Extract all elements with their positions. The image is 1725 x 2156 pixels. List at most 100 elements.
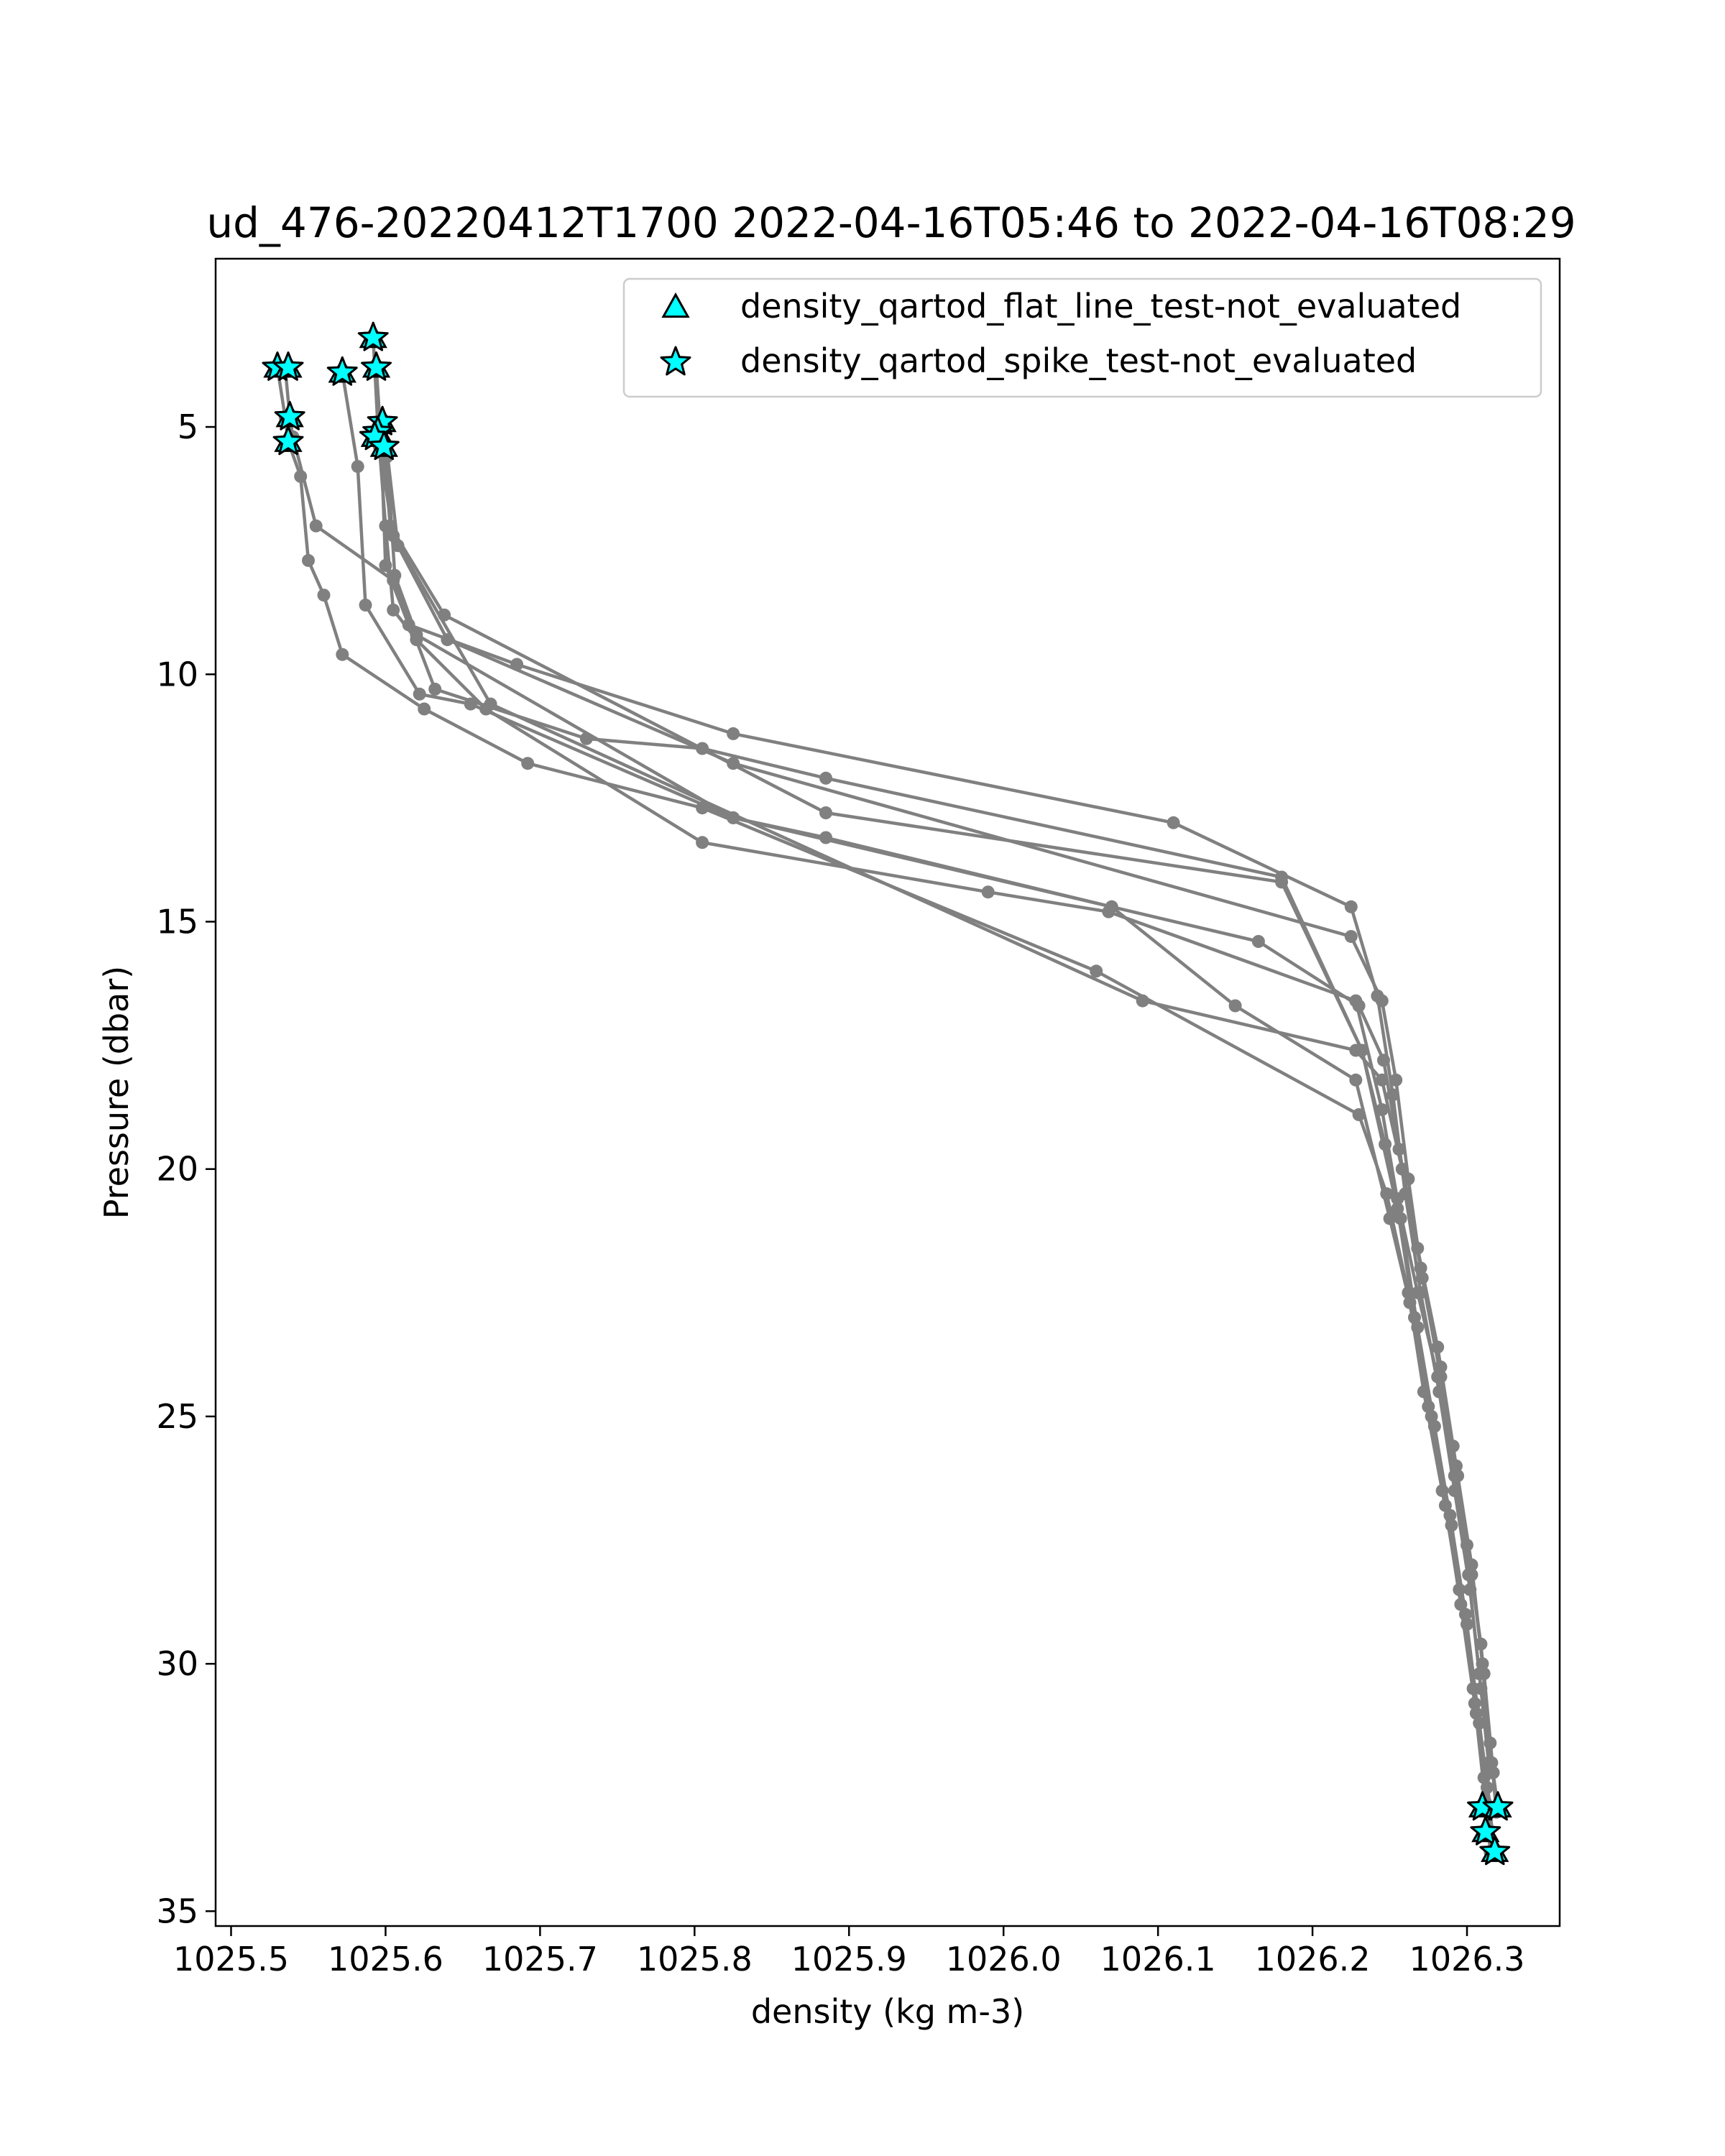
profile-point [1349, 1044, 1363, 1057]
profile-point [1136, 994, 1149, 1008]
profile-line [371, 337, 1492, 1808]
profile-point [441, 633, 454, 647]
plot-area [214, 257, 1561, 1927]
profile-point [1402, 1172, 1415, 1186]
profile-point [1392, 1143, 1406, 1156]
profile-point [302, 553, 315, 567]
profile-point [1460, 1618, 1473, 1631]
profile-point [1434, 1370, 1448, 1383]
profile-point [521, 757, 535, 770]
profile-point [1375, 994, 1389, 1008]
y-tick-label: 20 [156, 1150, 198, 1189]
spike-flag-marker [274, 400, 305, 430]
profile-point [696, 836, 709, 849]
profile-point [379, 558, 392, 572]
flag-layer [262, 321, 1514, 1866]
profile-point [1349, 1073, 1363, 1087]
y-tick-label: 25 [156, 1397, 198, 1436]
legend: density_qartod_flat_line_test-not_evalua… [622, 277, 1542, 398]
profile-point [388, 568, 402, 582]
profile-point [1344, 900, 1358, 913]
legend-triangle-marker [661, 292, 690, 318]
profile-point [1352, 999, 1366, 1013]
profile-point [1377, 1054, 1390, 1067]
profile-point [1389, 1073, 1403, 1087]
profile-point [1415, 1271, 1429, 1285]
profile-point [336, 648, 349, 661]
x-tick-label: 1025.5 [173, 1940, 289, 1978]
profile-point [387, 603, 400, 617]
x-tick-label: 1026.3 [1409, 1940, 1525, 1978]
y-axis: 5 10 15 20 25 30 35 [156, 407, 216, 1930]
legend-star [660, 346, 691, 376]
spike-flag-marker [1479, 1835, 1511, 1866]
profile-point [351, 460, 364, 474]
chart-title: ud_476-20220412T1700 2022-04-16T05:46 to… [206, 198, 1576, 247]
profile-point [1477, 1667, 1491, 1680]
profile-point [1275, 875, 1289, 889]
profile-point [418, 702, 431, 716]
y-tick-label: 5 [178, 407, 198, 446]
profile-point [428, 682, 442, 696]
spike-flag-marker [357, 321, 389, 351]
x-axis-label: density (kg m-3) [751, 1992, 1024, 2031]
spike-flag-marker [1470, 1815, 1501, 1846]
profile-point [819, 806, 832, 819]
x-tick-label: 1025.9 [791, 1940, 907, 1978]
profile-point [413, 687, 426, 701]
profile-point [819, 771, 832, 785]
y-axis-label: Pressure (dbar) [97, 966, 136, 1219]
x-tick-label: 1026.2 [1255, 1940, 1371, 1978]
profile-point [727, 727, 740, 740]
legend-label-spike: density_qartod_spike_test-not_evaluated [740, 341, 1417, 380]
profile-point [1251, 935, 1265, 948]
profile-point [1411, 1321, 1425, 1334]
profile-point [727, 757, 740, 770]
plot-background [216, 259, 1560, 1926]
profile-point [1445, 1519, 1458, 1532]
y-tick-label: 10 [156, 655, 198, 694]
profile-point [1451, 1469, 1465, 1483]
profile-point [484, 697, 497, 711]
profile-point [464, 697, 477, 711]
profile-point [410, 628, 423, 642]
x-tick-label: 1025.6 [328, 1940, 443, 1978]
spike-flag-marker [1482, 1791, 1514, 1821]
spike-flag-marker [272, 351, 304, 381]
x-tick-label: 1025.7 [482, 1940, 598, 1978]
plot-frame [214, 257, 1561, 1927]
y-tick-label: 30 [156, 1644, 198, 1683]
x-tick-label: 1025.8 [637, 1940, 753, 1978]
profile-point [1411, 1286, 1425, 1299]
x-axis: 1025.5 1025.6 1025.7 1025.8 1025.9 1026.0 1026… [173, 1926, 1525, 1978]
profile-point [391, 539, 405, 553]
profile-point [1105, 900, 1118, 913]
y-tick-label: 15 [156, 902, 198, 941]
profile-point [1379, 1138, 1392, 1151]
profile-point [309, 519, 323, 533]
legend-box [622, 277, 1542, 398]
legend-triangle [661, 292, 690, 318]
profile-point [1167, 816, 1180, 829]
profile-point [1427, 1419, 1441, 1433]
spike-flag-marker [368, 430, 400, 461]
spike-flag-marker [326, 356, 358, 386]
x-tick-label: 1026.0 [946, 1940, 1062, 1978]
profile-point [1391, 1192, 1404, 1205]
profile-point [1090, 964, 1103, 978]
profile-point [981, 885, 995, 899]
legend-label-flat-line: density_qartod_flat_line_test-not_evalua… [740, 287, 1461, 326]
legend-star-marker [660, 346, 691, 376]
profile-point [727, 811, 740, 824]
spike-flag-marker [272, 425, 304, 456]
y-tick-label: 35 [156, 1892, 198, 1930]
profile-point [1486, 1766, 1500, 1779]
profile-point [1344, 930, 1358, 944]
profile-point [359, 598, 372, 612]
profile-point [1383, 1212, 1397, 1225]
profile-point [1465, 1568, 1478, 1582]
profile-point [1228, 999, 1242, 1013]
spike-flag-marker [361, 351, 392, 381]
profile-point [317, 589, 331, 602]
